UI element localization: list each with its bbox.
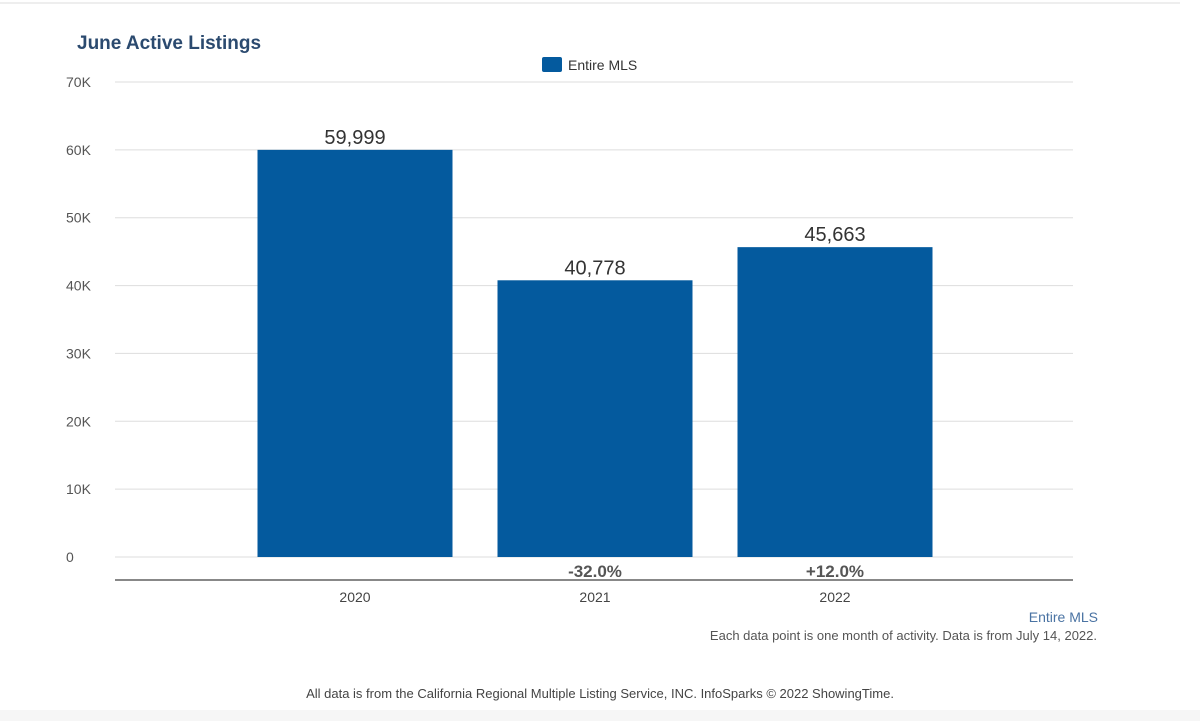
footer-text: All data is from the California Regional…: [306, 686, 894, 701]
legend[interactable]: Entire MLS: [542, 57, 637, 73]
change-label: +12.0%: [806, 562, 864, 581]
bottom-band: [0, 710, 1200, 721]
bar-2020[interactable]: [257, 149, 453, 557]
y-tick-label: 10K: [66, 481, 92, 497]
top-divider: [0, 2, 1180, 4]
legend-label: Entire MLS: [568, 57, 637, 73]
y-tick-label: 20K: [66, 413, 92, 429]
chart-title: June Active Listings: [77, 33, 261, 54]
data-label: 45,663: [804, 224, 865, 246]
legend-swatch: [542, 57, 562, 72]
x-tick-label: 2022: [819, 589, 850, 605]
y-tick-label: 60K: [66, 142, 92, 158]
y-tick-label: 50K: [66, 210, 92, 226]
bar-2022[interactable]: [737, 247, 933, 557]
y-tick-label: 0: [66, 549, 74, 565]
data-label: 40,778: [564, 257, 625, 279]
x-tick-label: 2020: [339, 589, 370, 605]
y-tick-label: 30K: [66, 345, 92, 361]
change-label: -32.0%: [568, 562, 622, 581]
data-label: 59,999: [324, 127, 385, 149]
y-tick-label: 40K: [66, 278, 92, 294]
source-link[interactable]: Entire MLS: [1028, 609, 1098, 625]
bar-2021[interactable]: [497, 280, 693, 557]
y-tick-label: 70K: [66, 74, 92, 90]
x-tick-label: 2021: [579, 589, 610, 605]
data-note: Each data point is one month of activity…: [709, 628, 1097, 643]
